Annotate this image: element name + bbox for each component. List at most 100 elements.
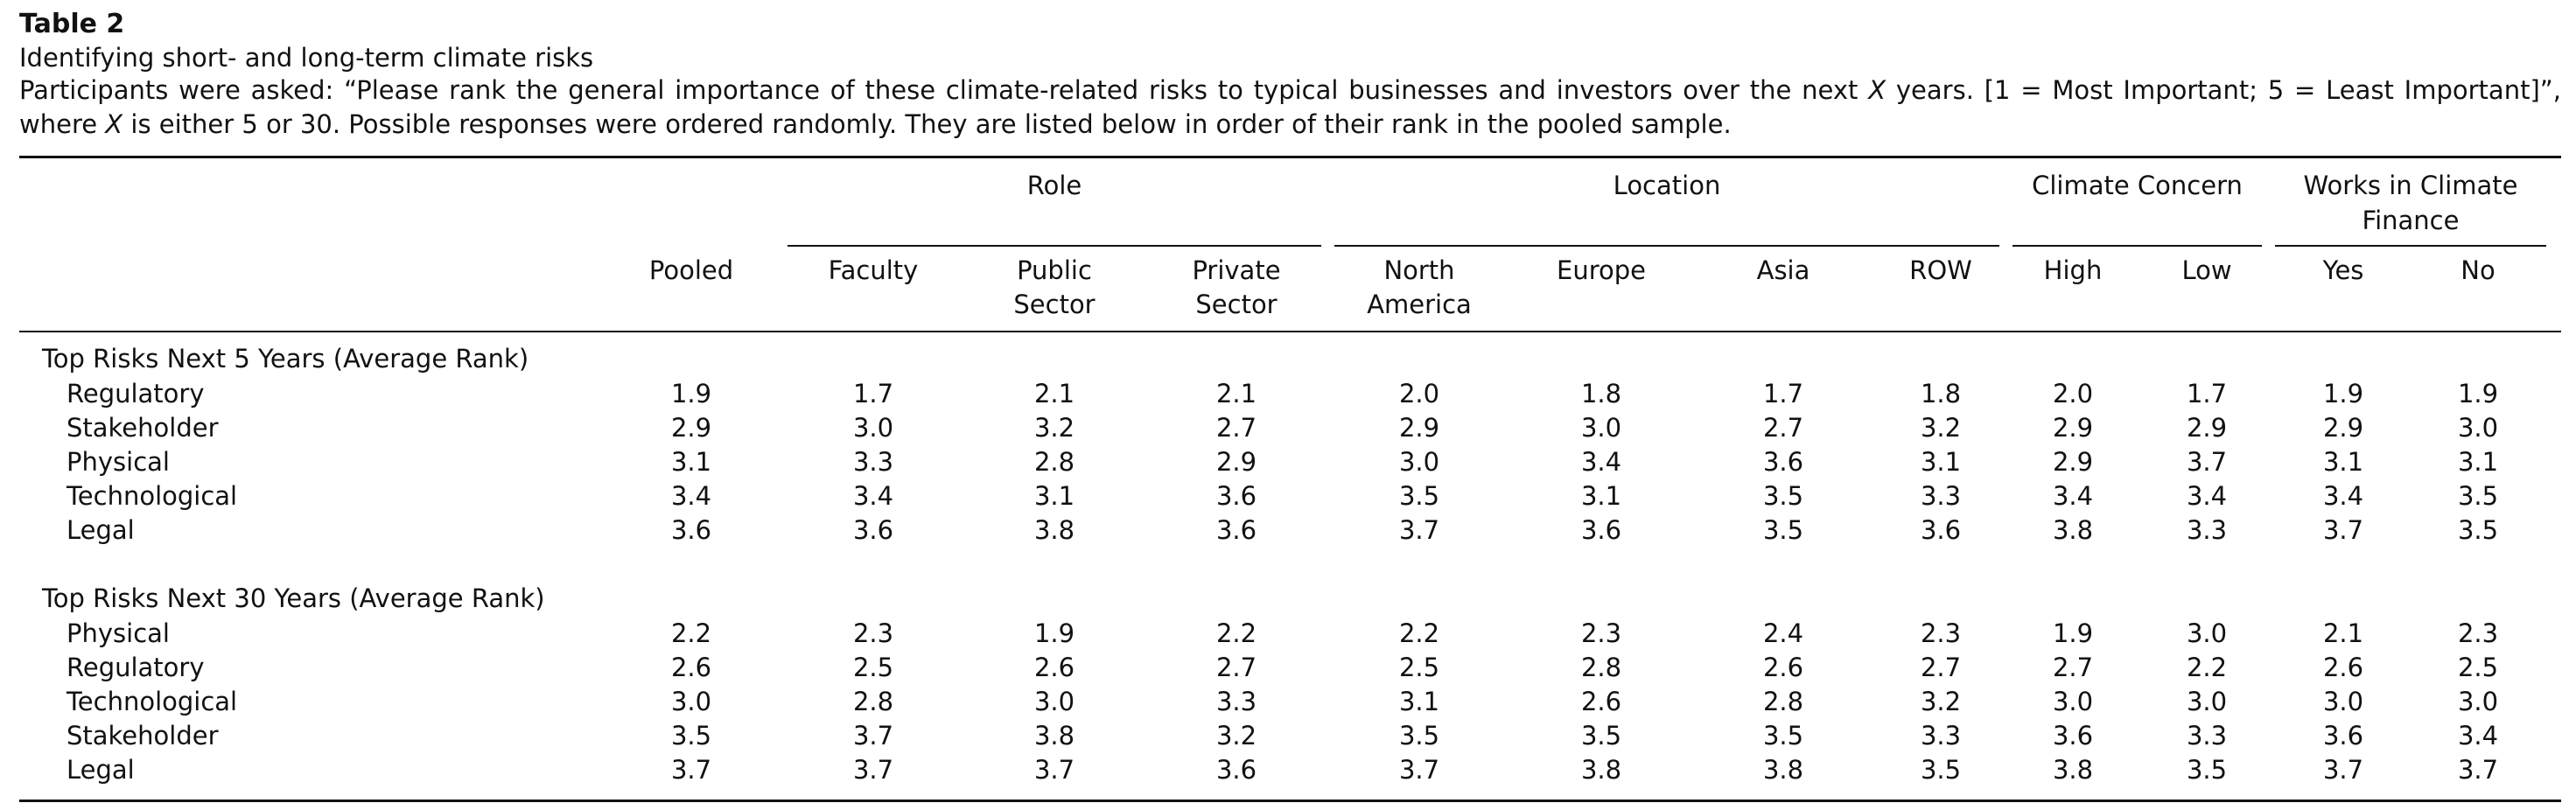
table-cell: 1.9 <box>2322 379 2364 408</box>
table-cell: 3.5 <box>1920 755 1962 785</box>
table-cell: 3.4 <box>2322 481 2364 511</box>
group-rule-climate-concern <box>2012 245 2262 247</box>
table-note-text: is either 5 or 30. Possible responses we… <box>122 109 1732 139</box>
row-label: Legal <box>66 515 135 545</box>
table-cell: 3.0 <box>2186 618 2228 648</box>
table-cell: 3.6 <box>1920 515 1962 545</box>
column-header-public-sector: Public Sector <box>1013 255 1096 319</box>
table-note: Participants were asked: “Please rank th… <box>19 73 2561 142</box>
table-note-variable: X <box>105 109 123 139</box>
column-header-low: Low <box>2181 255 2232 285</box>
table-cell: 2.8 <box>1580 653 1622 682</box>
row-label: Technological <box>66 687 238 716</box>
table-cell: 3.0 <box>2186 687 2228 716</box>
column-header-no: No <box>2460 255 2496 285</box>
table-cell: 2.9 <box>2052 447 2094 477</box>
table-cell: 3.4 <box>852 481 894 511</box>
table-cell: 2.1 <box>1215 379 1257 408</box>
group-rule-location <box>1334 245 1999 247</box>
row-label: Stakeholder <box>66 413 219 443</box>
table-cell: 3.0 <box>1033 687 1075 716</box>
table-cell: 2.6 <box>1762 653 1804 682</box>
group-header-role: Role <box>1026 171 1082 200</box>
table-cell: 3.5 <box>1762 515 1804 545</box>
table-cell: 3.5 <box>670 721 712 751</box>
row-label: Legal <box>66 755 135 785</box>
table-cell: 1.8 <box>1580 379 1622 408</box>
table-cell: 2.6 <box>2322 653 2364 682</box>
table-cell: 3.5 <box>1580 721 1622 751</box>
table-row: Stakeholder 3.5 3.7 3.8 3.2 3.5 3.5 3.5 3.3 3.6 3.… <box>0 718 2576 753</box>
table-cell: 3.3 <box>1920 481 1962 511</box>
table-cell: 2.9 <box>2322 413 2364 443</box>
table-cell: 3.3 <box>1215 687 1257 716</box>
table-cell: 3.0 <box>2052 687 2094 716</box>
table-cell: 2.9 <box>1215 447 1257 477</box>
table-cell: 3.0 <box>2457 687 2499 716</box>
table-cell: 2.7 <box>1215 653 1257 682</box>
table-cell: 3.4 <box>2457 721 2499 751</box>
column-header-north-america: North America <box>1367 255 1472 319</box>
table-label: Table 2 <box>19 9 125 39</box>
table-cell: 3.3 <box>2186 515 2228 545</box>
row-label: Technological <box>66 481 238 511</box>
table-cell: 3.6 <box>852 515 894 545</box>
table-cell: 1.9 <box>1033 618 1075 648</box>
table-cell: 3.7 <box>670 755 712 785</box>
table-cell: 3.1 <box>1580 481 1622 511</box>
table-cell: 1.8 <box>1920 379 1962 408</box>
table-note-variable: X <box>1868 75 1886 105</box>
table-cell: 2.7 <box>1920 653 1962 682</box>
table-cell: 2.6 <box>1580 687 1622 716</box>
table-cell: 3.4 <box>670 481 712 511</box>
table-cell: 1.9 <box>670 379 712 408</box>
table-note-text: Participants were asked: “Please rank th… <box>19 75 1869 105</box>
table-cell: 3.5 <box>2457 481 2499 511</box>
table-cell: 3.5 <box>1762 721 1804 751</box>
table-cell: 2.7 <box>1215 413 1257 443</box>
table-cell: 2.9 <box>670 413 712 443</box>
table-cell: 2.9 <box>2186 413 2228 443</box>
column-header-asia: Asia <box>1756 255 1810 285</box>
column-header-private-sector: Private Sector <box>1192 255 1281 319</box>
group-rule-role <box>788 245 1321 247</box>
column-header-high: High <box>2043 255 2103 285</box>
table-cell: 3.1 <box>670 447 712 477</box>
column-header-pooled: Pooled <box>648 255 734 285</box>
table-cell: 2.7 <box>2052 653 2094 682</box>
table-cell: 3.0 <box>852 413 894 443</box>
table-cell: 3.2 <box>1215 721 1257 751</box>
column-header-europe: Europe <box>1557 255 1646 285</box>
table-cell: 2.5 <box>2457 653 2499 682</box>
table-cell: 3.7 <box>2457 755 2499 785</box>
table-cell: 3.7 <box>1033 755 1075 785</box>
column-header-yes: Yes <box>2322 255 2364 285</box>
table-cell: 3.6 <box>2052 721 2094 751</box>
table-cell: 2.0 <box>1398 379 1440 408</box>
table-cell: 3.4 <box>2052 481 2094 511</box>
group-header-climate-concern: Climate Concern <box>2032 171 2243 200</box>
table-cell: 3.4 <box>2186 481 2228 511</box>
table-row: Physical 2.2 2.3 1.9 2.2 2.2 2.3 2.4 2.3 1.9 3.0 2.… <box>0 616 2576 651</box>
table-row: Regulatory 1.9 1.7 2.1 2.1 2.0 1.8 1.7 1.8 2.0 1.7… <box>0 376 2576 411</box>
table-cell: 2.1 <box>2322 618 2364 648</box>
table-cell: 1.9 <box>2457 379 2499 408</box>
row-label: Physical <box>66 618 170 648</box>
row-label: Regulatory <box>66 379 205 408</box>
table-cell: 3.0 <box>1580 413 1622 443</box>
table-row: Legal 3.6 3.6 3.8 3.6 3.7 3.6 3.5 3.6 3.8 3.3 3.7 3.… <box>0 513 2576 548</box>
table-title: Identifying short- and long-term climate… <box>19 43 594 73</box>
table-cell: 3.1 <box>1920 447 1962 477</box>
table-cell: 2.6 <box>670 653 712 682</box>
table-cell: 3.4 <box>1580 447 1622 477</box>
table-cell: 3.1 <box>1398 687 1440 716</box>
group-rule-works-in-climate-finance <box>2275 245 2546 247</box>
column-header-row: ROW <box>1909 255 1972 285</box>
table-cell: 3.8 <box>2052 515 2094 545</box>
table-cell: 3.7 <box>2322 755 2364 785</box>
table-cell: 3.5 <box>1398 481 1440 511</box>
table-cell: 3.2 <box>1920 413 1962 443</box>
table-cell: 2.2 <box>1215 618 1257 648</box>
table-row: Technological 3.0 2.8 3.0 3.3 3.1 2.6 2.8 3.2 3.0… <box>0 684 2576 719</box>
table-cell: 3.3 <box>1920 721 1962 751</box>
